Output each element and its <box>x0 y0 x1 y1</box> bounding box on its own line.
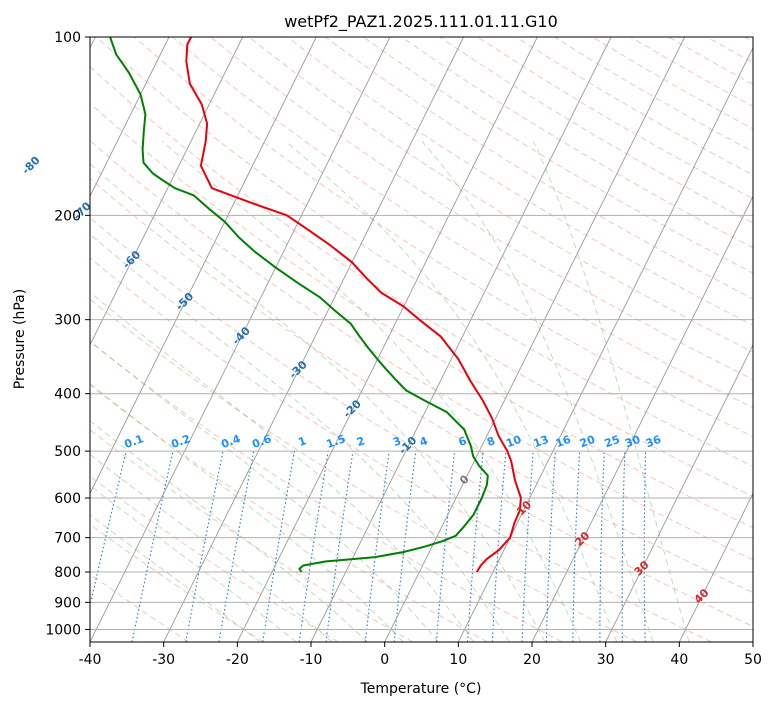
y-tick-label: 1000 <box>45 622 81 638</box>
axis-ticks: -40 -30 -20 -10 0 10 20 30 40 5010020030040050060… <box>45 30 762 668</box>
mixing-ratio-label: 25 <box>603 433 622 450</box>
y-axis-label: Pressure (hPa) <box>12 289 28 389</box>
mixing-ratio-label: 16 <box>554 433 573 451</box>
x-tick-label: 10 <box>449 652 467 668</box>
y-tick-label: 300 <box>54 313 81 329</box>
mixing-ratio-line <box>298 451 329 642</box>
moist-adiabat-line <box>90 163 546 642</box>
mixing-ratio-line <box>466 451 484 642</box>
mixing-ratio-label: 0.6 <box>250 432 273 451</box>
x-tick-label: 0 <box>380 652 389 668</box>
dry-adiabat-line <box>90 384 488 642</box>
dry-adiabat-line <box>172 37 753 409</box>
x-tick-label: -40 <box>79 652 102 668</box>
x-tick-label: -10 <box>300 652 323 668</box>
grid-lines <box>90 37 753 642</box>
isotherm-line <box>90 37 317 495</box>
mixing-ratio-line <box>131 450 174 642</box>
dry-adiabat-line <box>90 298 638 642</box>
isotherm-line <box>457 46 753 642</box>
dry-adiabat-line <box>90 177 753 594</box>
y-tick-label: 500 <box>54 444 81 460</box>
moist-adiabat-line <box>533 141 690 642</box>
y-tick-label: 200 <box>54 208 81 224</box>
temperature-line <box>185 37 522 573</box>
dewpoint-line <box>109 37 489 573</box>
dry-adiabat-line <box>90 340 563 642</box>
mixing-ratio-label: 13 <box>532 433 551 450</box>
y-tick-label: 600 <box>54 491 81 507</box>
mixing-ratio-label: 0.2 <box>169 432 192 451</box>
isotherm-line <box>163 37 465 642</box>
mixing-ratio-line <box>90 450 127 609</box>
dry-adiabat-line <box>90 217 753 628</box>
isotherm-line <box>605 343 753 642</box>
x-tick-label: -20 <box>226 652 249 668</box>
moist-adiabat-line <box>90 514 261 642</box>
mixing-ratio-label: 4 <box>418 434 430 449</box>
dry-adiabat-line <box>90 102 753 529</box>
isotherm-line <box>384 37 686 642</box>
x-tick-label: 20 <box>523 652 541 668</box>
background-reference-lines <box>90 37 753 642</box>
mixing-ratio-line <box>325 451 354 642</box>
dry-adiabat-line <box>90 573 190 642</box>
isotherm-line <box>310 37 612 642</box>
isotherm-line <box>90 37 244 346</box>
mixing-ratio-label: 1.5 <box>325 432 348 451</box>
data-series <box>109 37 522 573</box>
y-tick-label: 700 <box>54 531 81 547</box>
mixing-ratio-label: 8 <box>485 434 497 449</box>
dry-adiabat-line <box>210 37 753 381</box>
mixing-ratio-label: 0.4 <box>219 432 242 451</box>
mixing-ratio-label: 1 <box>297 434 309 449</box>
y-tick-label: 400 <box>54 387 81 403</box>
dry-adiabat-line <box>248 37 753 353</box>
y-tick-label: 800 <box>54 565 81 581</box>
y-tick-label: 900 <box>54 595 81 611</box>
mixing-ratio-label: 0.1 <box>123 432 146 451</box>
dry-adiabat-line <box>90 257 712 642</box>
x-tick-label: 30 <box>597 652 615 668</box>
isotherm-line <box>531 195 753 642</box>
moist-adiabat-line <box>90 382 404 642</box>
x-tick-label: -30 <box>152 652 175 668</box>
dry-adiabat-line <box>90 475 339 642</box>
isotherm-line <box>678 492 753 642</box>
y-tick-label: 100 <box>54 30 81 46</box>
isotherm-line <box>236 37 538 642</box>
dry-adiabat-line <box>95 37 753 467</box>
mixing-ratio-line <box>364 451 390 642</box>
mixing-ratio-label: 30 <box>623 433 642 451</box>
moist-adiabat-line <box>90 484 297 642</box>
moist-adiabat-line <box>90 340 439 642</box>
dry-adiabat-line <box>324 37 753 300</box>
mixing-ratio-label: 6 <box>457 434 469 449</box>
x-tick-label: 40 <box>670 652 688 668</box>
moist-adiabat-line <box>90 420 369 642</box>
mixing-ratio-label: 36 <box>644 433 663 451</box>
mixing-ratio-label: 20 <box>578 433 597 451</box>
isotherm-line <box>90 37 391 642</box>
moist-adiabat-line <box>90 233 510 642</box>
plot-frame <box>89 36 754 643</box>
x-axis-label: Temperature (°C) <box>360 681 482 697</box>
mixing-ratio-label: 10 <box>504 433 523 451</box>
chart-title: wetPf2_PAZ1.2025.111.01.11.G10 <box>284 12 558 32</box>
mixing-ratio-line <box>393 451 417 642</box>
mixing-ratio-line <box>435 451 456 642</box>
moist-adiabat-line <box>421 140 654 642</box>
isotherm-line <box>90 37 170 198</box>
x-tick-label: 50 <box>744 652 762 668</box>
moist-adiabat-line <box>285 140 618 642</box>
mixing-ratio-label: 2 <box>355 434 367 449</box>
moist-adiabat-line <box>90 453 333 642</box>
mixing-ratio-label: 3 <box>391 434 403 449</box>
plot-area <box>90 37 753 642</box>
moist-adiabat-line <box>90 291 475 642</box>
